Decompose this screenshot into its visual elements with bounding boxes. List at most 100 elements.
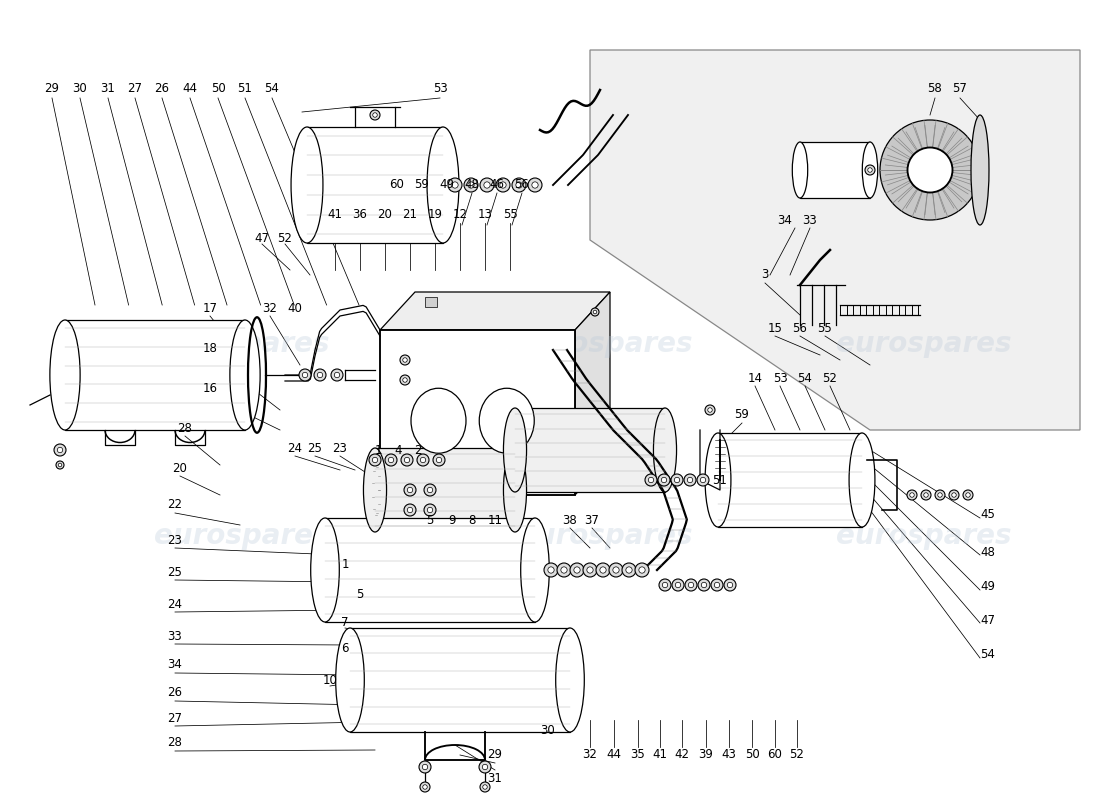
Circle shape	[705, 405, 715, 415]
Text: 31: 31	[100, 82, 116, 94]
Text: 54: 54	[980, 649, 994, 662]
Ellipse shape	[862, 142, 878, 198]
Text: 7: 7	[341, 615, 349, 629]
Text: 20: 20	[173, 462, 187, 474]
Circle shape	[484, 182, 491, 188]
Ellipse shape	[230, 320, 260, 430]
Text: 32: 32	[263, 302, 277, 314]
Text: 35: 35	[630, 749, 646, 762]
Ellipse shape	[427, 127, 459, 243]
Text: 26: 26	[167, 686, 183, 699]
Circle shape	[697, 474, 710, 486]
Circle shape	[532, 182, 538, 188]
Text: 50: 50	[745, 749, 759, 762]
Text: 38: 38	[562, 514, 578, 526]
Circle shape	[609, 563, 623, 577]
Circle shape	[299, 369, 311, 381]
Circle shape	[587, 567, 593, 573]
Text: 52: 52	[277, 231, 293, 245]
Ellipse shape	[504, 408, 527, 492]
Circle shape	[437, 458, 442, 462]
Text: 19: 19	[428, 209, 442, 222]
Circle shape	[659, 579, 671, 591]
Circle shape	[937, 493, 943, 498]
Text: 25: 25	[167, 566, 183, 578]
Circle shape	[433, 454, 446, 466]
Circle shape	[368, 454, 381, 466]
Circle shape	[600, 567, 606, 573]
Circle shape	[661, 478, 667, 482]
Circle shape	[58, 463, 62, 467]
Circle shape	[400, 355, 410, 365]
Bar	[307, 127, 443, 243]
Bar	[65, 320, 245, 430]
Text: 6: 6	[341, 642, 349, 654]
Bar	[515, 408, 666, 492]
Circle shape	[402, 454, 412, 466]
Text: 33: 33	[167, 630, 183, 642]
Circle shape	[675, 582, 681, 588]
Circle shape	[966, 493, 970, 498]
Circle shape	[672, 579, 684, 591]
Text: 47: 47	[254, 231, 270, 245]
Circle shape	[574, 567, 580, 573]
Circle shape	[468, 182, 474, 188]
Circle shape	[908, 147, 953, 193]
Circle shape	[57, 447, 63, 453]
Circle shape	[621, 563, 636, 577]
Circle shape	[422, 764, 428, 770]
Circle shape	[921, 490, 931, 500]
Circle shape	[689, 582, 694, 588]
Text: 13: 13	[477, 209, 493, 222]
Text: 55: 55	[503, 209, 517, 222]
Circle shape	[385, 454, 397, 466]
Text: 41: 41	[328, 209, 342, 222]
Ellipse shape	[849, 433, 875, 527]
Text: 59: 59	[415, 178, 429, 191]
Text: 15: 15	[768, 322, 782, 334]
Circle shape	[880, 120, 980, 220]
Circle shape	[684, 474, 696, 486]
Text: 4: 4	[394, 443, 402, 457]
Circle shape	[419, 761, 431, 773]
Text: 45: 45	[980, 509, 994, 522]
Circle shape	[561, 567, 568, 573]
Circle shape	[404, 504, 416, 516]
Circle shape	[483, 785, 487, 790]
Circle shape	[596, 563, 611, 577]
Text: 49: 49	[980, 581, 996, 594]
Ellipse shape	[705, 433, 730, 527]
Circle shape	[671, 474, 683, 486]
Text: 59: 59	[735, 409, 749, 422]
Ellipse shape	[411, 388, 466, 454]
Circle shape	[570, 563, 584, 577]
Text: 24: 24	[167, 598, 183, 610]
Circle shape	[478, 761, 491, 773]
Circle shape	[727, 582, 733, 588]
Circle shape	[583, 563, 597, 577]
Text: 51: 51	[238, 82, 252, 94]
Circle shape	[952, 493, 956, 498]
Text: 17: 17	[202, 302, 218, 314]
Circle shape	[702, 582, 706, 588]
Text: 18: 18	[202, 342, 218, 354]
Bar	[800, 142, 870, 198]
Text: 53: 53	[432, 82, 448, 94]
Text: 32: 32	[583, 749, 597, 762]
Ellipse shape	[792, 142, 807, 198]
Bar	[324, 518, 535, 622]
Bar	[350, 628, 570, 732]
Circle shape	[464, 178, 478, 192]
Ellipse shape	[310, 518, 339, 622]
Ellipse shape	[520, 518, 549, 622]
Text: 53: 53	[772, 371, 788, 385]
Text: 22: 22	[167, 498, 183, 511]
Text: 44: 44	[606, 749, 621, 762]
Circle shape	[420, 782, 430, 792]
Polygon shape	[575, 292, 611, 495]
Circle shape	[868, 168, 872, 172]
Text: 57: 57	[953, 82, 967, 94]
Text: 60: 60	[768, 749, 782, 762]
Circle shape	[54, 444, 66, 456]
Text: 60: 60	[389, 178, 405, 191]
